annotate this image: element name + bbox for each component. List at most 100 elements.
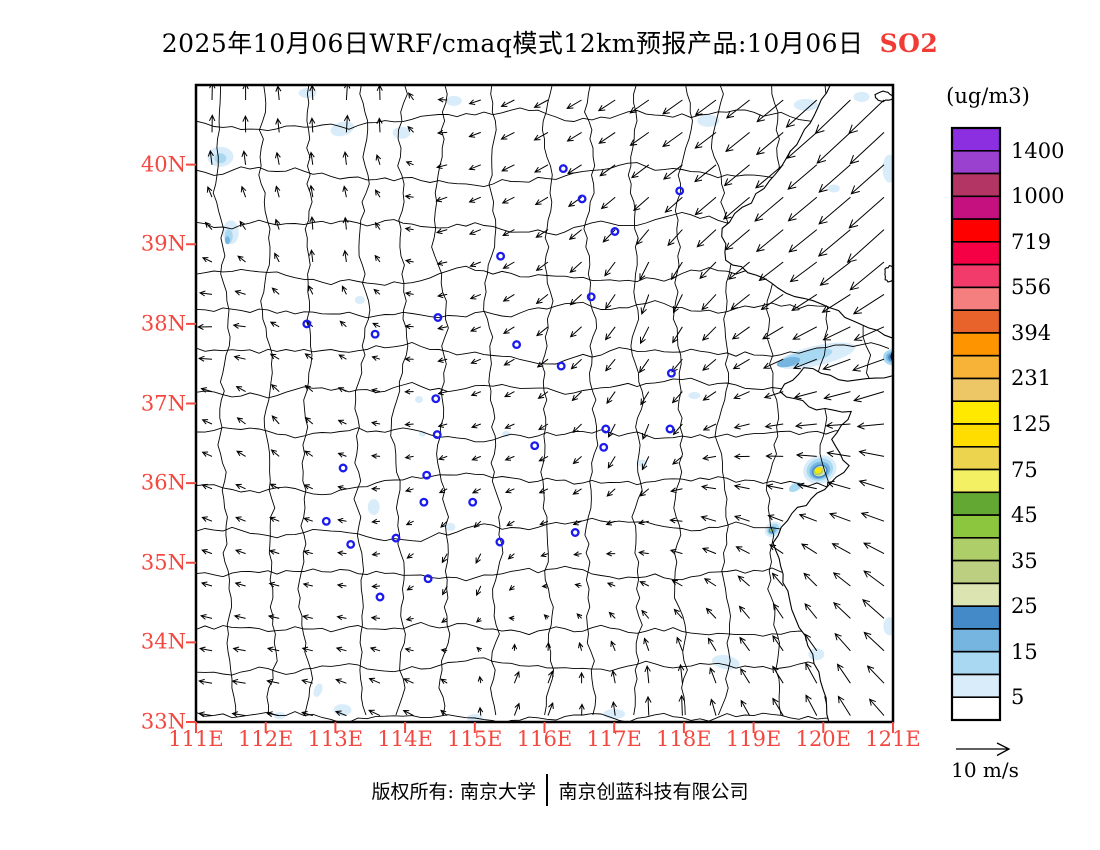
wind-arrow xyxy=(733,483,750,490)
lat-tick-label: 38N xyxy=(140,311,186,336)
wind-arrow xyxy=(301,711,313,717)
wind-arrow xyxy=(633,196,650,212)
wind-arrow xyxy=(862,599,885,619)
wind-arrow xyxy=(206,185,213,198)
wind-arrow xyxy=(578,703,585,716)
wind-arrow xyxy=(240,185,247,198)
wind-arrow xyxy=(670,261,683,281)
wind-arrow xyxy=(760,293,784,311)
wind-arrow xyxy=(501,196,515,204)
axis-ticks xyxy=(186,163,894,733)
wind-arrow xyxy=(822,326,851,341)
wind-arrow xyxy=(336,614,347,621)
wind-arrow xyxy=(403,678,414,684)
legend-value: 35 xyxy=(1011,548,1038,573)
wind-arrow xyxy=(730,294,750,310)
wind-arrow xyxy=(301,678,313,685)
wind-arrow xyxy=(473,520,482,529)
wind-arrow xyxy=(335,646,347,653)
station-marker xyxy=(601,424,611,434)
wind-arrow xyxy=(500,99,515,107)
wind-arrow xyxy=(707,637,717,652)
wind-arrow xyxy=(821,293,851,313)
wind-arrow xyxy=(404,388,414,395)
wind-arrow xyxy=(769,544,784,555)
station-marker xyxy=(321,516,331,526)
wind-arrow xyxy=(848,99,885,135)
wind-arrow xyxy=(786,132,818,159)
boundary-line xyxy=(196,377,890,399)
wind-arrow xyxy=(833,602,851,619)
wind-arrow xyxy=(805,694,818,716)
copyright-footer: 版权所有: 南京大学 南京创蓝科技有限公司 xyxy=(60,774,1060,806)
wind-arrow xyxy=(239,220,247,230)
wind-arrow xyxy=(817,229,851,257)
wind-arrow xyxy=(469,293,481,300)
wind-arrow xyxy=(605,294,616,310)
wind-arrow xyxy=(236,417,246,425)
wind-arrow xyxy=(533,131,549,141)
wind-arrow xyxy=(266,711,280,718)
boundary-line xyxy=(196,300,890,319)
wind-arrow xyxy=(702,391,717,401)
wind-arrow xyxy=(766,483,784,490)
wind-arrow xyxy=(440,678,448,685)
lon-tick-label: 113E xyxy=(307,727,364,751)
wind-arrow xyxy=(301,646,313,653)
wind-arrow xyxy=(504,423,515,429)
wind-arrow xyxy=(702,326,717,341)
wind-arrow xyxy=(304,353,314,360)
wind-arrow xyxy=(435,163,448,169)
wind-arrow xyxy=(796,482,817,490)
wind-arrow xyxy=(308,284,314,295)
wind-arrow xyxy=(404,487,414,493)
wind-arrow xyxy=(477,706,484,716)
wind-arrow xyxy=(761,326,784,340)
wind-arrow xyxy=(370,615,381,621)
wind-arrow xyxy=(337,517,347,524)
wind-arrow xyxy=(371,388,381,394)
wind-arrow xyxy=(441,617,448,623)
wind-arrow xyxy=(342,150,349,165)
wind-arrow xyxy=(709,698,717,716)
wind-arrow xyxy=(437,324,448,331)
wind-arrow xyxy=(671,391,683,404)
wind-arrow xyxy=(641,456,650,471)
wind-arrow xyxy=(755,229,784,253)
wind-arrow xyxy=(533,99,549,108)
wind-arrow xyxy=(308,184,315,198)
wind-arrow xyxy=(863,631,885,652)
wind-arrow xyxy=(436,292,448,299)
station-marker xyxy=(530,441,540,451)
wind-arrow xyxy=(662,99,683,115)
lat-tick-label: 35N xyxy=(140,550,186,575)
boundary-line xyxy=(196,711,890,722)
wind-arrow xyxy=(725,132,750,153)
wind-arrow xyxy=(232,646,246,653)
wind-arrow xyxy=(832,572,851,587)
wind-arrow xyxy=(198,646,213,653)
wind-arrow xyxy=(825,421,851,429)
wind-arrow xyxy=(513,702,521,716)
wind-arrow xyxy=(304,450,314,457)
wind-arrow xyxy=(669,548,683,555)
wind-arrow xyxy=(733,423,750,430)
wind-arrow xyxy=(578,671,585,684)
wind-arrow xyxy=(772,665,784,684)
legend-color-segment xyxy=(951,650,1001,676)
wind-arrow xyxy=(826,450,851,458)
wind-arrow xyxy=(604,326,616,341)
legend-color-segment xyxy=(951,332,1001,357)
wind-arrow xyxy=(538,455,549,462)
wind-arrow xyxy=(469,261,481,268)
station-marker xyxy=(370,329,380,339)
lon-tick-label: 116E xyxy=(516,727,573,751)
wind-arrow xyxy=(863,570,885,587)
wind-arrow xyxy=(404,226,414,232)
wind-arrow xyxy=(860,511,885,522)
copyright-owner-text: 版权所有: 南京大学 xyxy=(371,780,536,803)
wind-arrow xyxy=(598,131,616,144)
wind-arrow xyxy=(201,549,213,555)
title-main-text: 2025年10月06日WRF/cmaq模式12km预报产品:10月06日 xyxy=(161,29,864,58)
wind-arrow xyxy=(201,516,213,522)
